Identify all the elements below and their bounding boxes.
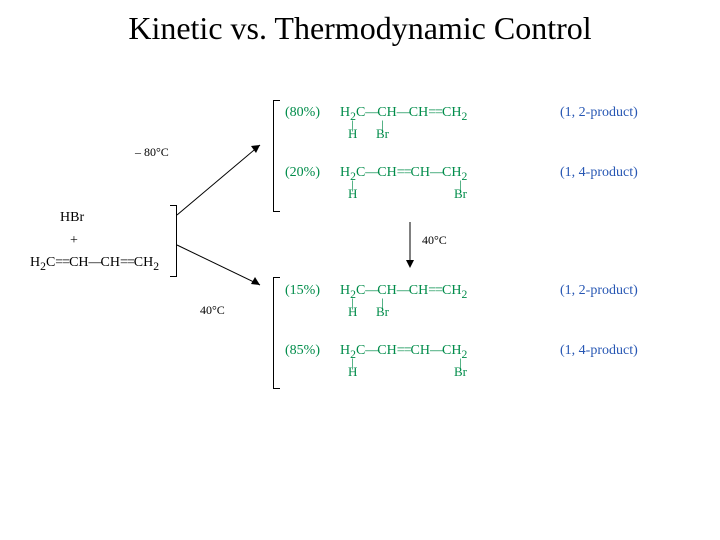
top-p14-sub2: |Br [454,180,467,198]
bottom-p12-label: (1, 2-product) [560,283,638,299]
bottom-p14-sub1: |H [348,358,357,376]
top-p12-label: (1, 2-product) [560,105,638,121]
bottom-p14-pct: (85%) [285,343,320,359]
bottom-bracket [273,277,280,389]
bottom-p12-sub2: |Br [376,298,389,316]
temp-high-label: 40°C [200,303,225,318]
top-p12-sub2: |Br [376,120,389,138]
branch-arrows [175,125,270,295]
bottom-p12-sub1: |H [348,298,357,316]
top-p14-label: (1, 4-product) [560,165,638,181]
top-bracket [273,100,280,212]
top-p12-pct: (80%) [285,105,320,121]
plus-sign: + [70,233,78,249]
top-p14-pct: (20%) [285,165,320,181]
bottom-p14-sub2: |Br [454,358,467,376]
temp-low-label: – 80°C [135,145,169,160]
temp-interconvert-label: 40°C [422,233,447,248]
top-p12-sub1: |H [348,120,357,138]
page-title: Kinetic vs. Thermodynamic Control [0,10,720,47]
bottom-p14-label: (1, 4-product) [560,343,638,359]
reactant-diene: H2C==CH—CH==CH2 [30,255,159,273]
bottom-p12-formula: H2C—CH—CH==CH2 [340,283,467,301]
bottom-p14-formula: H2C—CH==CH—CH2 [340,343,467,361]
reaction-diagram: HBr + H2C==CH—CH==CH2 – 80°C 40°C (80%) … [60,105,680,485]
bottom-p12-pct: (15%) [285,283,320,299]
top-p14-sub1: |H [348,180,357,198]
top-p12-formula: H2C—CH—CH==CH2 [340,105,467,123]
top-p14-formula: H2C—CH==CH—CH2 [340,165,467,183]
reactant-hbr: HBr [60,210,84,226]
interconvert-arrow [400,220,420,270]
